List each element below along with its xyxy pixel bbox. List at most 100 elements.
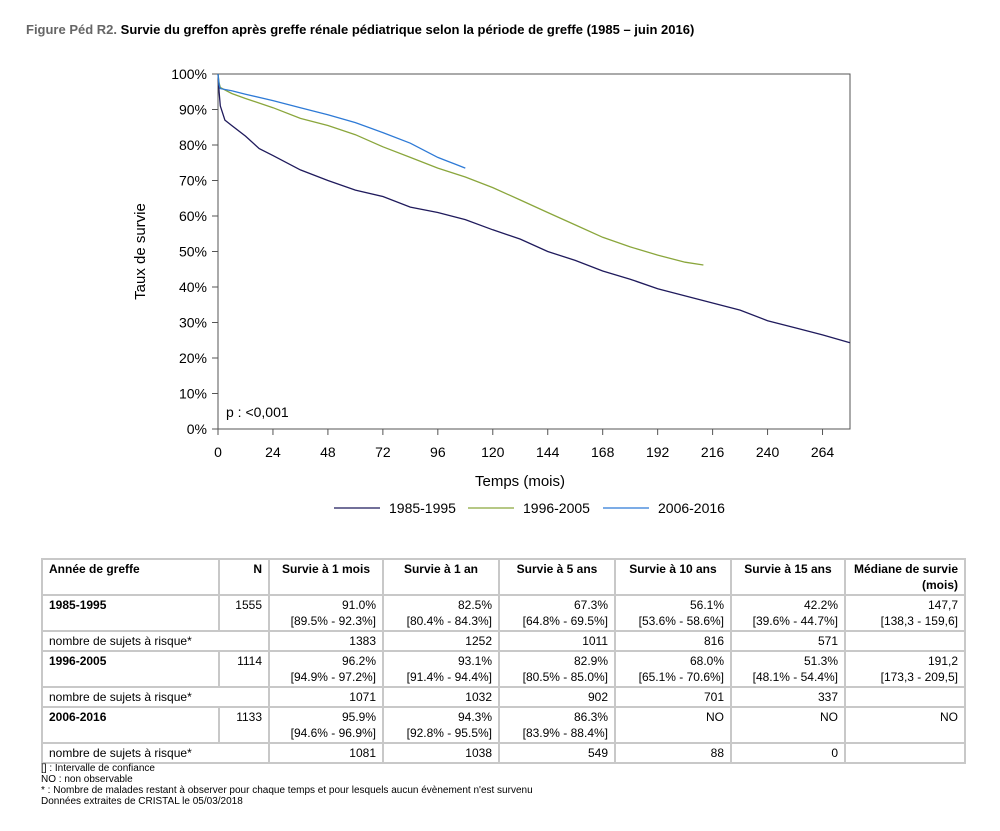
- cell-estimate: 51.3%: [803, 654, 838, 668]
- cell-estimate: NO: [940, 710, 958, 724]
- cell-estimate: 96.2%: [341, 654, 376, 668]
- cell-estimate: 94.3%: [457, 710, 492, 724]
- cell-value: 67.3% [64.8% - 69.5%]: [498, 594, 616, 632]
- legend-label: 2006-2016: [658, 500, 725, 516]
- cell-risk-label: nombre de sujets à risque*: [41, 686, 270, 708]
- cell-estimate: 191,2: [927, 654, 958, 668]
- survival-table: Année de greffe N Survie à 1 mois Survie…: [41, 558, 966, 764]
- header-1-year: Survie à 1 an: [382, 558, 500, 596]
- cell-risk: 88: [614, 742, 732, 764]
- cell-risk: 571: [730, 630, 846, 652]
- legend-label: 1985-1995: [389, 500, 456, 516]
- cell-ci: [138,3 - 159,6]: [880, 614, 958, 628]
- cell-estimate: 68.0%: [689, 654, 724, 668]
- x-tick-label: 144: [536, 444, 560, 460]
- series-line-2006-2016: [217, 73, 466, 169]
- x-tick-label: 168: [591, 444, 615, 460]
- x-tick-label: 96: [430, 444, 446, 460]
- cell-risk: 1252: [382, 630, 500, 652]
- cell-ci: [80.4% - 84.3%]: [406, 614, 492, 628]
- cell-ci: [738, 725, 838, 741]
- y-tick-label: 0%: [187, 421, 207, 437]
- cell-value: 86.3% [83.9% - 88.4%]: [498, 706, 616, 744]
- cell-n: 1114: [218, 650, 270, 688]
- cell-estimate: 56.1%: [689, 598, 724, 612]
- cell-ci: [65.1% - 70.6%]: [638, 670, 724, 684]
- cell-group: 2006-2016: [41, 706, 220, 744]
- table-row: 1996-2005 1114 96.2% [94.9% - 97.2%] 93.1% [9…: [41, 650, 966, 688]
- cell-risk: 1038: [382, 742, 500, 764]
- cell-value: 95.9% [94.6% - 96.9%]: [268, 706, 384, 744]
- cell-risk: 1011: [498, 630, 616, 652]
- cell-estimate: 82.9%: [573, 654, 608, 668]
- cell-ci: [64.8% - 69.5%]: [522, 614, 608, 628]
- risk-row: nombre de sujets à risque* 1383 1252 1011 81…: [41, 630, 966, 652]
- footnotes: [] : Intervalle de confiance NO : non ob…: [41, 763, 533, 807]
- header-1-month: Survie à 1 mois: [268, 558, 384, 596]
- cell-ci: [89.5% - 92.3%]: [290, 614, 376, 628]
- cell-risk: [844, 742, 966, 764]
- table-header-row: Année de greffe N Survie à 1 mois Survie…: [41, 558, 966, 596]
- cell-risk: [844, 630, 966, 652]
- x-tick-label: 120: [481, 444, 505, 460]
- y-axis-label: Taux de survie: [132, 203, 149, 300]
- cell-value: 82.9% [80.5% - 85.0%]: [498, 650, 616, 688]
- cell-ci: [48.1% - 54.4%]: [752, 670, 838, 684]
- x-tick-label: 240: [756, 444, 780, 460]
- y-tick-label: 70%: [179, 173, 207, 189]
- header-n: N: [218, 558, 270, 596]
- cell-risk: 0: [730, 742, 846, 764]
- cell-risk: 701: [614, 686, 732, 708]
- y-tick-label: 50%: [179, 244, 207, 260]
- cell-risk: 816: [614, 630, 732, 652]
- cell-value: 51.3% [48.1% - 54.4%]: [730, 650, 846, 688]
- cell-risk: 1032: [382, 686, 500, 708]
- cell-estimate: 147,7: [927, 598, 958, 612]
- cell-value: NO: [844, 706, 966, 744]
- x-tick-label: 48: [320, 444, 336, 460]
- y-tick-label: 20%: [179, 350, 207, 366]
- y-tick-label: 100%: [171, 66, 207, 82]
- survival-chart: 0% 10% 20% 30% 40% 50% 60% 70% 80% 90% 100% 0 24 48 72…: [132, 66, 851, 516]
- risk-row: nombre de sujets à risque* 1071 1032 902 701…: [41, 686, 966, 708]
- table-row: 2006-2016 1133 95.9% [94.6% - 96.9%] 94.3% [9…: [41, 706, 966, 744]
- cell-ci: [83.9% - 88.4%]: [522, 726, 608, 740]
- cell-risk: 1071: [268, 686, 384, 708]
- series-line-1985-1995: [217, 73, 851, 344]
- cell-value: NO: [614, 706, 732, 744]
- cell-n: 1133: [218, 706, 270, 744]
- figure-title: Figure Péd R2. Survie du greffon après g…: [26, 22, 694, 37]
- cell-ci: [53.6% - 58.6%]: [638, 614, 724, 628]
- legend-label: 1996-2005: [523, 500, 590, 516]
- cell-estimate: 91.0%: [341, 598, 376, 612]
- cell-ci: [92.8% - 95.5%]: [406, 726, 492, 740]
- footnote-source: Données extraites de CRISTAL le 05/03/20…: [41, 796, 243, 807]
- cell-risk: 902: [498, 686, 616, 708]
- cell-ci: [173,3 - 209,5]: [880, 670, 958, 684]
- cell-risk-label: nombre de sujets à risque*: [41, 630, 270, 652]
- cell-estimate: 86.3%: [573, 710, 608, 724]
- cell-risk: 549: [498, 742, 616, 764]
- cell-value: 82.5% [80.4% - 84.3%]: [382, 594, 500, 632]
- plot-frame: [217, 73, 851, 430]
- cell-risk: 337: [730, 686, 846, 708]
- cell-ci: [91.4% - 94.4%]: [406, 670, 492, 684]
- footnote-ci: [] : Intervalle de confiance: [41, 763, 155, 774]
- footnote-risk: * : Nombre de malades restant à observer…: [41, 785, 533, 796]
- cell-risk-label: nombre de sujets à risque*: [41, 742, 270, 764]
- figure-title-text: Survie du greffon après greffe rénale pé…: [120, 22, 695, 37]
- x-tick-label: 192: [646, 444, 670, 460]
- header-5-years: Survie à 5 ans: [498, 558, 616, 596]
- p-value-annotation: p : <0,001: [226, 404, 289, 420]
- cell-ci: [94.6% - 96.9%]: [290, 726, 376, 740]
- x-tick-label: 264: [811, 444, 835, 460]
- risk-row: nombre de sujets à risque* 1081 1038 549 88 0: [41, 742, 966, 764]
- cell-ci: [852, 725, 958, 741]
- x-tick-label: 0: [214, 444, 222, 460]
- y-tick-label: 60%: [179, 208, 207, 224]
- cell-n: 1555: [218, 594, 270, 632]
- cell-estimate: 82.5%: [457, 598, 492, 612]
- cell-value: 91.0% [89.5% - 92.3%]: [268, 594, 384, 632]
- cell-value: 68.0% [65.1% - 70.6%]: [614, 650, 732, 688]
- cell-estimate: 95.9%: [341, 710, 376, 724]
